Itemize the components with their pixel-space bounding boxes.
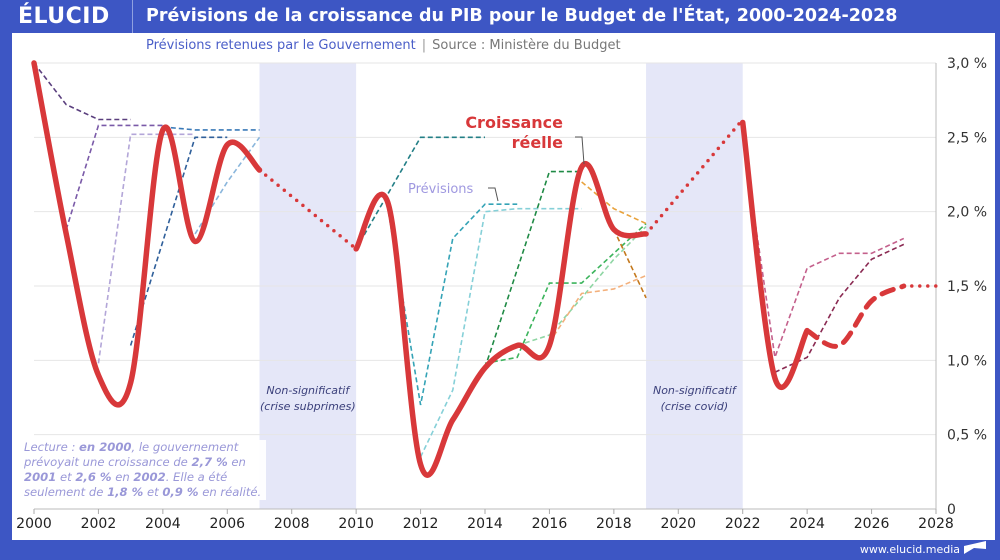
note-emphasis: 0,9 % bbox=[162, 485, 199, 499]
x-tick-label: 2018 bbox=[596, 516, 632, 532]
shaded-period-label: Non-significatif bbox=[653, 384, 738, 397]
reading-note: Lecture : en 2000, le gouvernement prévo… bbox=[24, 440, 266, 500]
y-tick-label: 0,5 % bbox=[947, 428, 987, 444]
y-tick-label: 2,5 % bbox=[947, 130, 987, 146]
forecast-line bbox=[548, 274, 647, 343]
y-tick-label: 1,5 % bbox=[947, 279, 987, 295]
website-link[interactable]: www.elucid.media bbox=[859, 543, 960, 556]
x-tick-label: 2004 bbox=[145, 516, 181, 532]
subtitle-text: Prévisions retenues par le Gouvernement bbox=[146, 38, 416, 53]
chart-title: Prévisions de la croissance du PIB pour … bbox=[146, 6, 898, 26]
forecast-label: Prévisions bbox=[408, 182, 474, 197]
note-text: et bbox=[56, 470, 76, 484]
x-tick-label: 2028 bbox=[918, 516, 954, 532]
x-tick-label: 2020 bbox=[660, 516, 696, 532]
forecast-line bbox=[774, 243, 905, 373]
x-tick-label: 2010 bbox=[338, 516, 374, 532]
actual-growth-line-dashed bbox=[804, 283, 907, 349]
forecast-line bbox=[419, 207, 582, 458]
note-emphasis: 2,7 % bbox=[191, 455, 228, 469]
forecast-line bbox=[484, 170, 582, 369]
forecast-line bbox=[129, 136, 228, 346]
forecast-line bbox=[162, 126, 260, 131]
x-tick-label: 2022 bbox=[725, 516, 761, 532]
forecast-line bbox=[741, 137, 905, 358]
shaded-period-label: (crise subprimes) bbox=[260, 400, 356, 413]
y-tick-label: 0 bbox=[947, 502, 956, 518]
note-text: . Elle a été seulement de bbox=[24, 470, 228, 499]
actual-label: réelle bbox=[512, 133, 564, 152]
header: ÉLUCID Prévisions de la croissance du PI… bbox=[0, 0, 1000, 33]
actual-growth-line-dotted bbox=[644, 117, 745, 236]
note-text: en bbox=[111, 470, 134, 484]
x-tick-label: 2012 bbox=[403, 516, 439, 532]
note-emphasis: 2001 bbox=[24, 470, 57, 484]
forecast-line bbox=[613, 229, 647, 299]
forecast-line bbox=[484, 222, 647, 365]
note-emphasis: en 2000 bbox=[79, 440, 132, 454]
actual-growth-line-dotted bbox=[257, 168, 358, 251]
actual-label-leader bbox=[575, 136, 585, 165]
x-tick-label: 2000 bbox=[16, 516, 52, 532]
x-tick-label: 2026 bbox=[854, 516, 890, 532]
shaded-period-label: Non-significatif bbox=[266, 384, 351, 397]
actual-growth-line-solid bbox=[353, 161, 649, 478]
note-emphasis: 2002 bbox=[133, 470, 166, 484]
forecast-line bbox=[97, 133, 196, 364]
subtitle-divider: | bbox=[421, 38, 427, 53]
actual-growth-line-solid bbox=[739, 119, 810, 390]
note-text: Lecture : bbox=[24, 440, 80, 454]
x-tick-label: 2024 bbox=[789, 516, 825, 532]
note-text: en réalité. bbox=[198, 485, 262, 499]
forecast-line bbox=[516, 225, 647, 347]
x-tick-label: 2006 bbox=[209, 516, 245, 532]
y-tick-label: 2,0 % bbox=[947, 205, 987, 221]
shaded-period-label: (crise covid) bbox=[661, 400, 729, 413]
forecast-label-leader bbox=[488, 187, 499, 202]
note-emphasis: 2,6 % bbox=[75, 470, 112, 484]
elucid-flag-icon bbox=[964, 541, 986, 554]
x-tick-label: 2008 bbox=[274, 516, 310, 532]
x-tick-label: 2014 bbox=[467, 516, 503, 532]
x-tick-label: 2002 bbox=[81, 516, 117, 532]
y-tick-label: 1,0 % bbox=[947, 353, 987, 369]
forecast-line bbox=[33, 62, 131, 121]
actual-growth-line-solid bbox=[31, 60, 263, 408]
note-text: et bbox=[143, 485, 163, 499]
subtitle: Prévisions retenues par le Gouvernement |… bbox=[146, 38, 621, 53]
forecast-line bbox=[387, 203, 518, 406]
forecast-line bbox=[581, 181, 647, 225]
note-text: en bbox=[227, 455, 246, 469]
y-tick-label: 3,0 % bbox=[947, 56, 987, 72]
forecast-line bbox=[355, 136, 485, 250]
note-emphasis: 1,8 % bbox=[107, 485, 144, 499]
header-divider bbox=[132, 0, 133, 33]
actual-label: Croissance bbox=[465, 113, 563, 132]
source-text: Source : Ministère du Budget bbox=[432, 38, 621, 53]
elucid-logo: ÉLUCID bbox=[18, 4, 110, 29]
x-tick-label: 2016 bbox=[532, 516, 568, 532]
note-text: , le gouvernement prévoyait une croissan… bbox=[24, 440, 239, 469]
